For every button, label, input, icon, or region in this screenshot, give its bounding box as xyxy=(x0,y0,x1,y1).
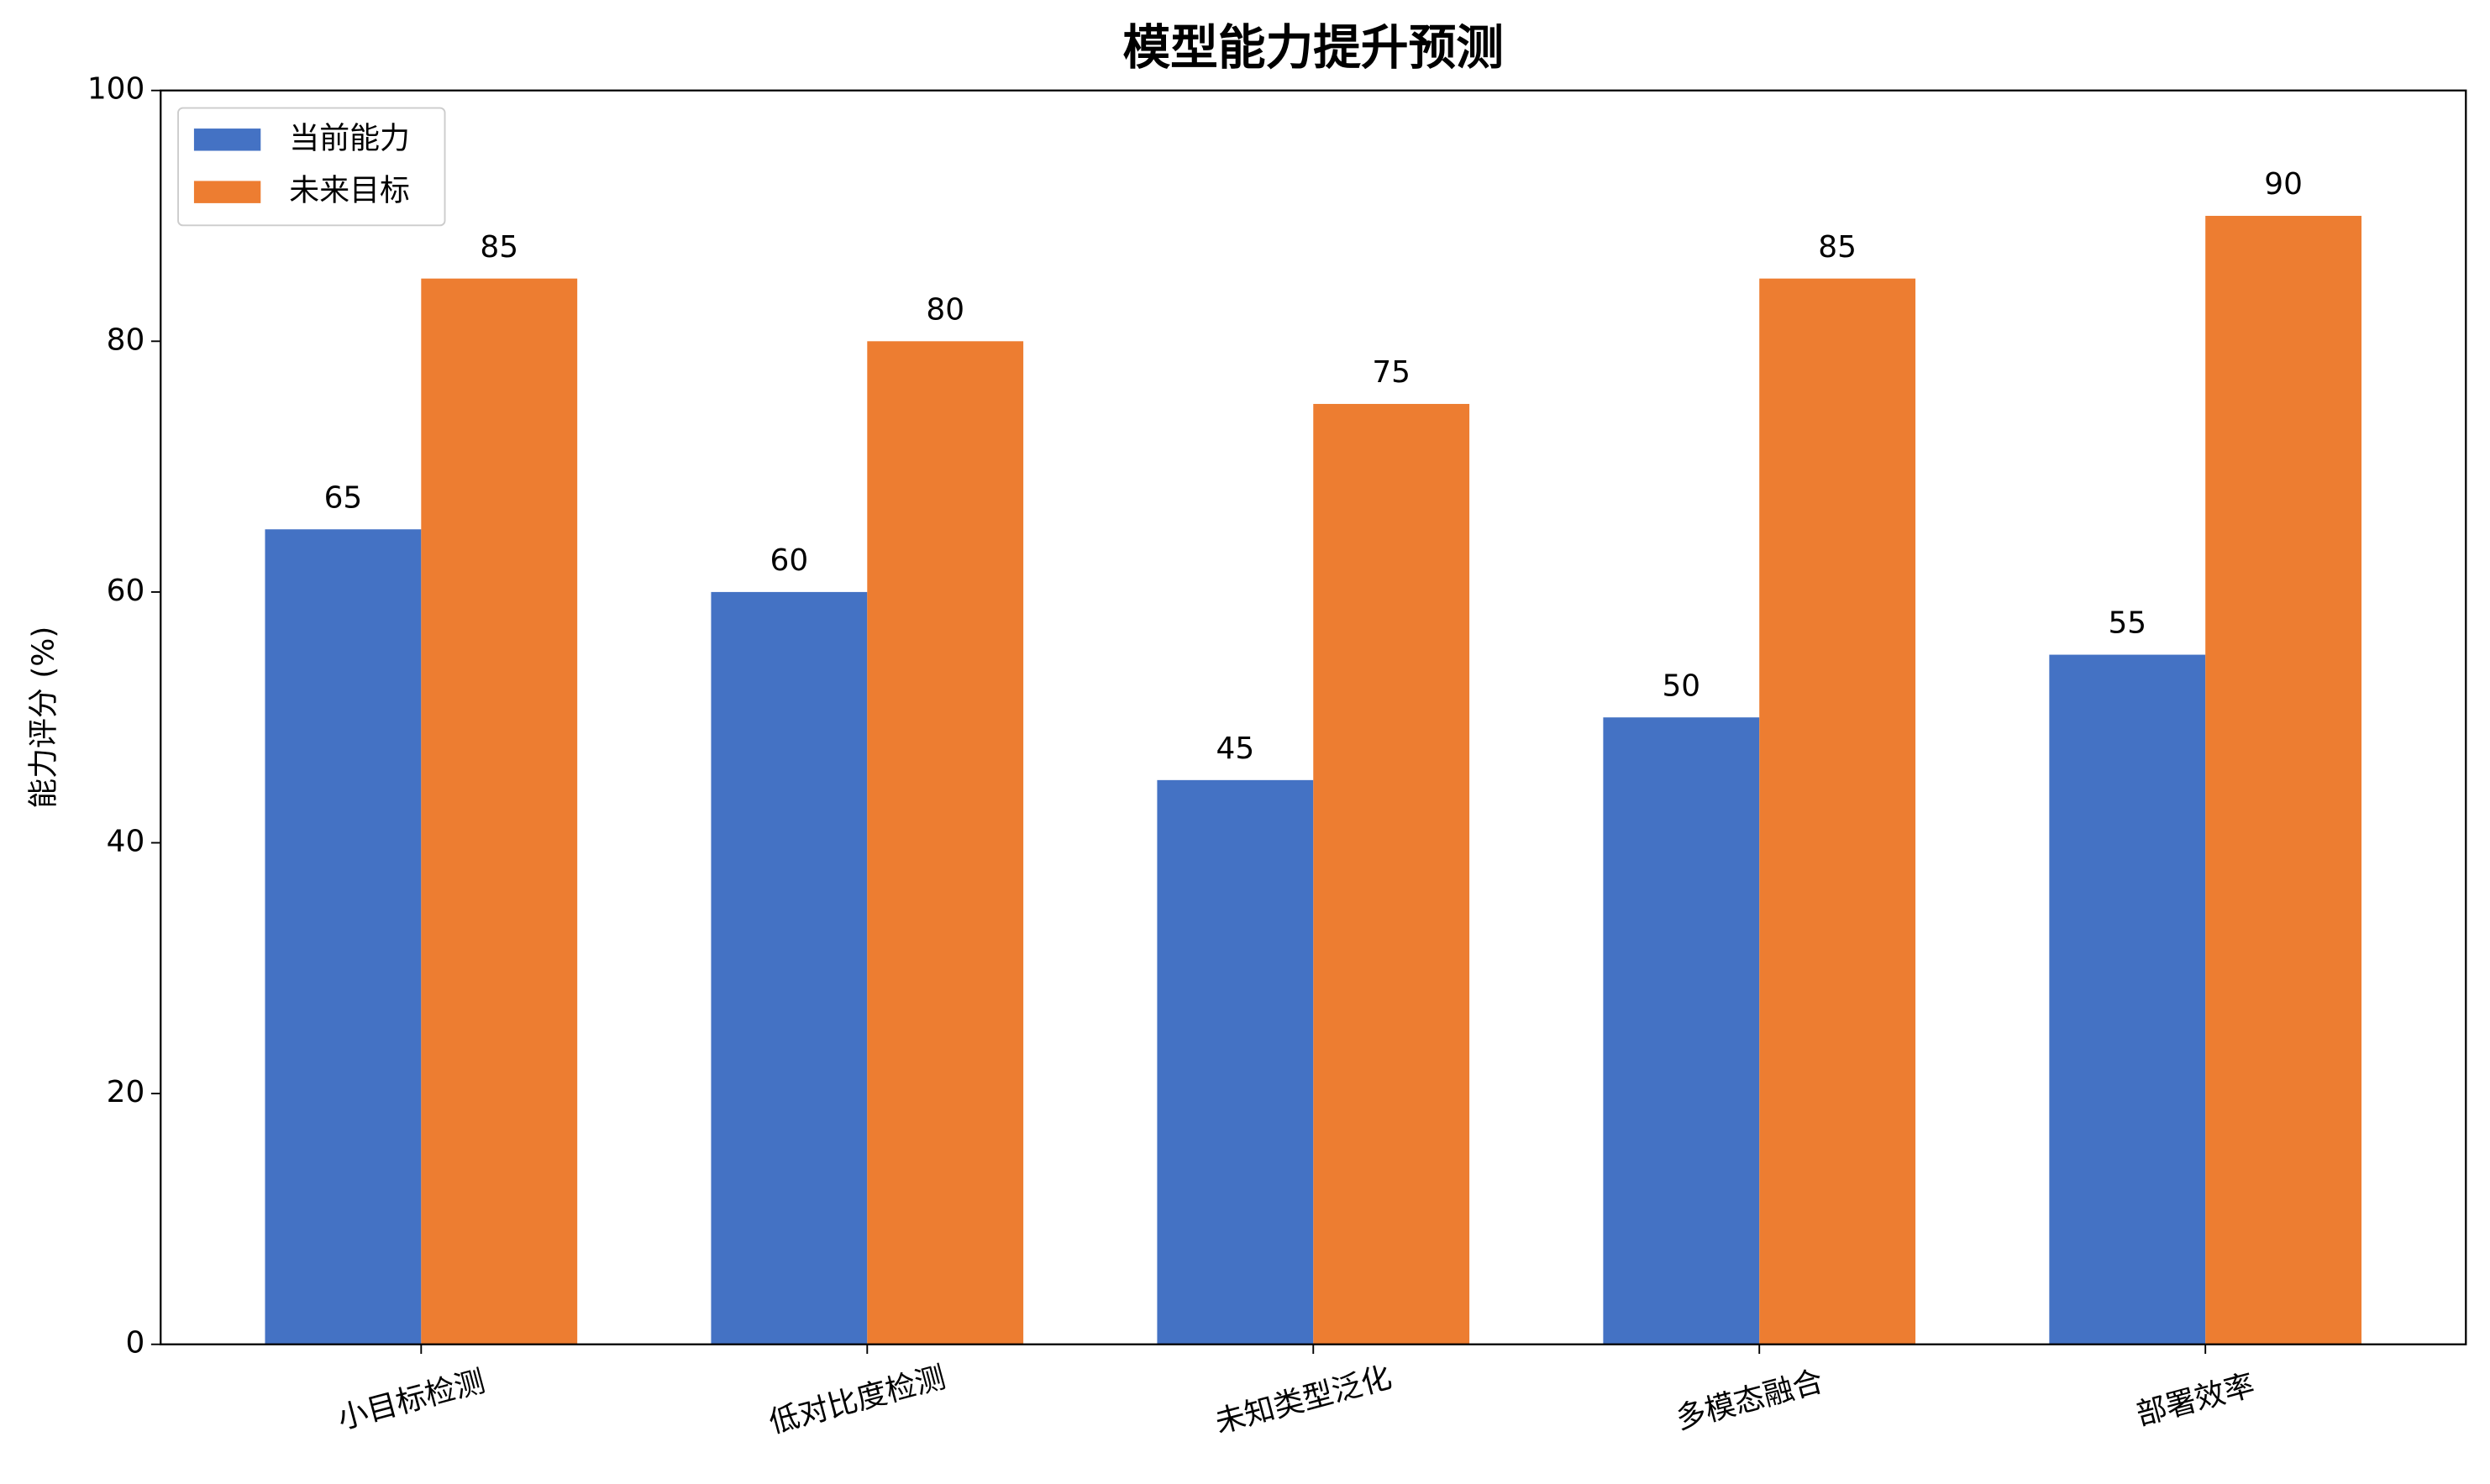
y-tick-label: 100 xyxy=(87,72,145,107)
plot-frame xyxy=(160,89,2467,1345)
legend-label: 当前能力 xyxy=(289,121,410,155)
bar xyxy=(421,278,578,1345)
legend-swatch xyxy=(193,181,261,203)
y-tick-label: 40 xyxy=(107,825,145,859)
y-axis-label: 能力评分 (%) xyxy=(26,627,60,809)
y-tick-label: 0 xyxy=(125,1326,144,1361)
bar xyxy=(2049,654,2206,1345)
data-label: 85 xyxy=(480,230,518,265)
data-label: 80 xyxy=(926,292,964,327)
bar xyxy=(1603,717,1760,1345)
data-label: 45 xyxy=(1216,732,1255,766)
data-label: 75 xyxy=(1372,355,1410,390)
data-label: 65 xyxy=(324,480,363,515)
bar xyxy=(1157,779,1314,1345)
data-label: 90 xyxy=(2264,167,2303,202)
bar xyxy=(867,341,1024,1345)
bar xyxy=(1313,403,1470,1345)
y-tick-label: 80 xyxy=(107,322,145,357)
bar xyxy=(265,529,422,1345)
data-label: 50 xyxy=(1662,669,1700,703)
y-tick-label: 20 xyxy=(107,1075,145,1109)
bar xyxy=(1759,278,1916,1345)
data-label: 55 xyxy=(2108,606,2146,641)
data-label: 85 xyxy=(1818,230,1857,265)
chart-title: 模型能力提升预测 xyxy=(1123,20,1505,76)
legend-swatch xyxy=(193,128,261,151)
bar xyxy=(711,591,868,1345)
y-tick-label: 60 xyxy=(107,574,145,608)
legend-label: 未来目标 xyxy=(289,174,410,208)
data-label: 60 xyxy=(770,543,809,578)
bar xyxy=(2205,216,2362,1345)
